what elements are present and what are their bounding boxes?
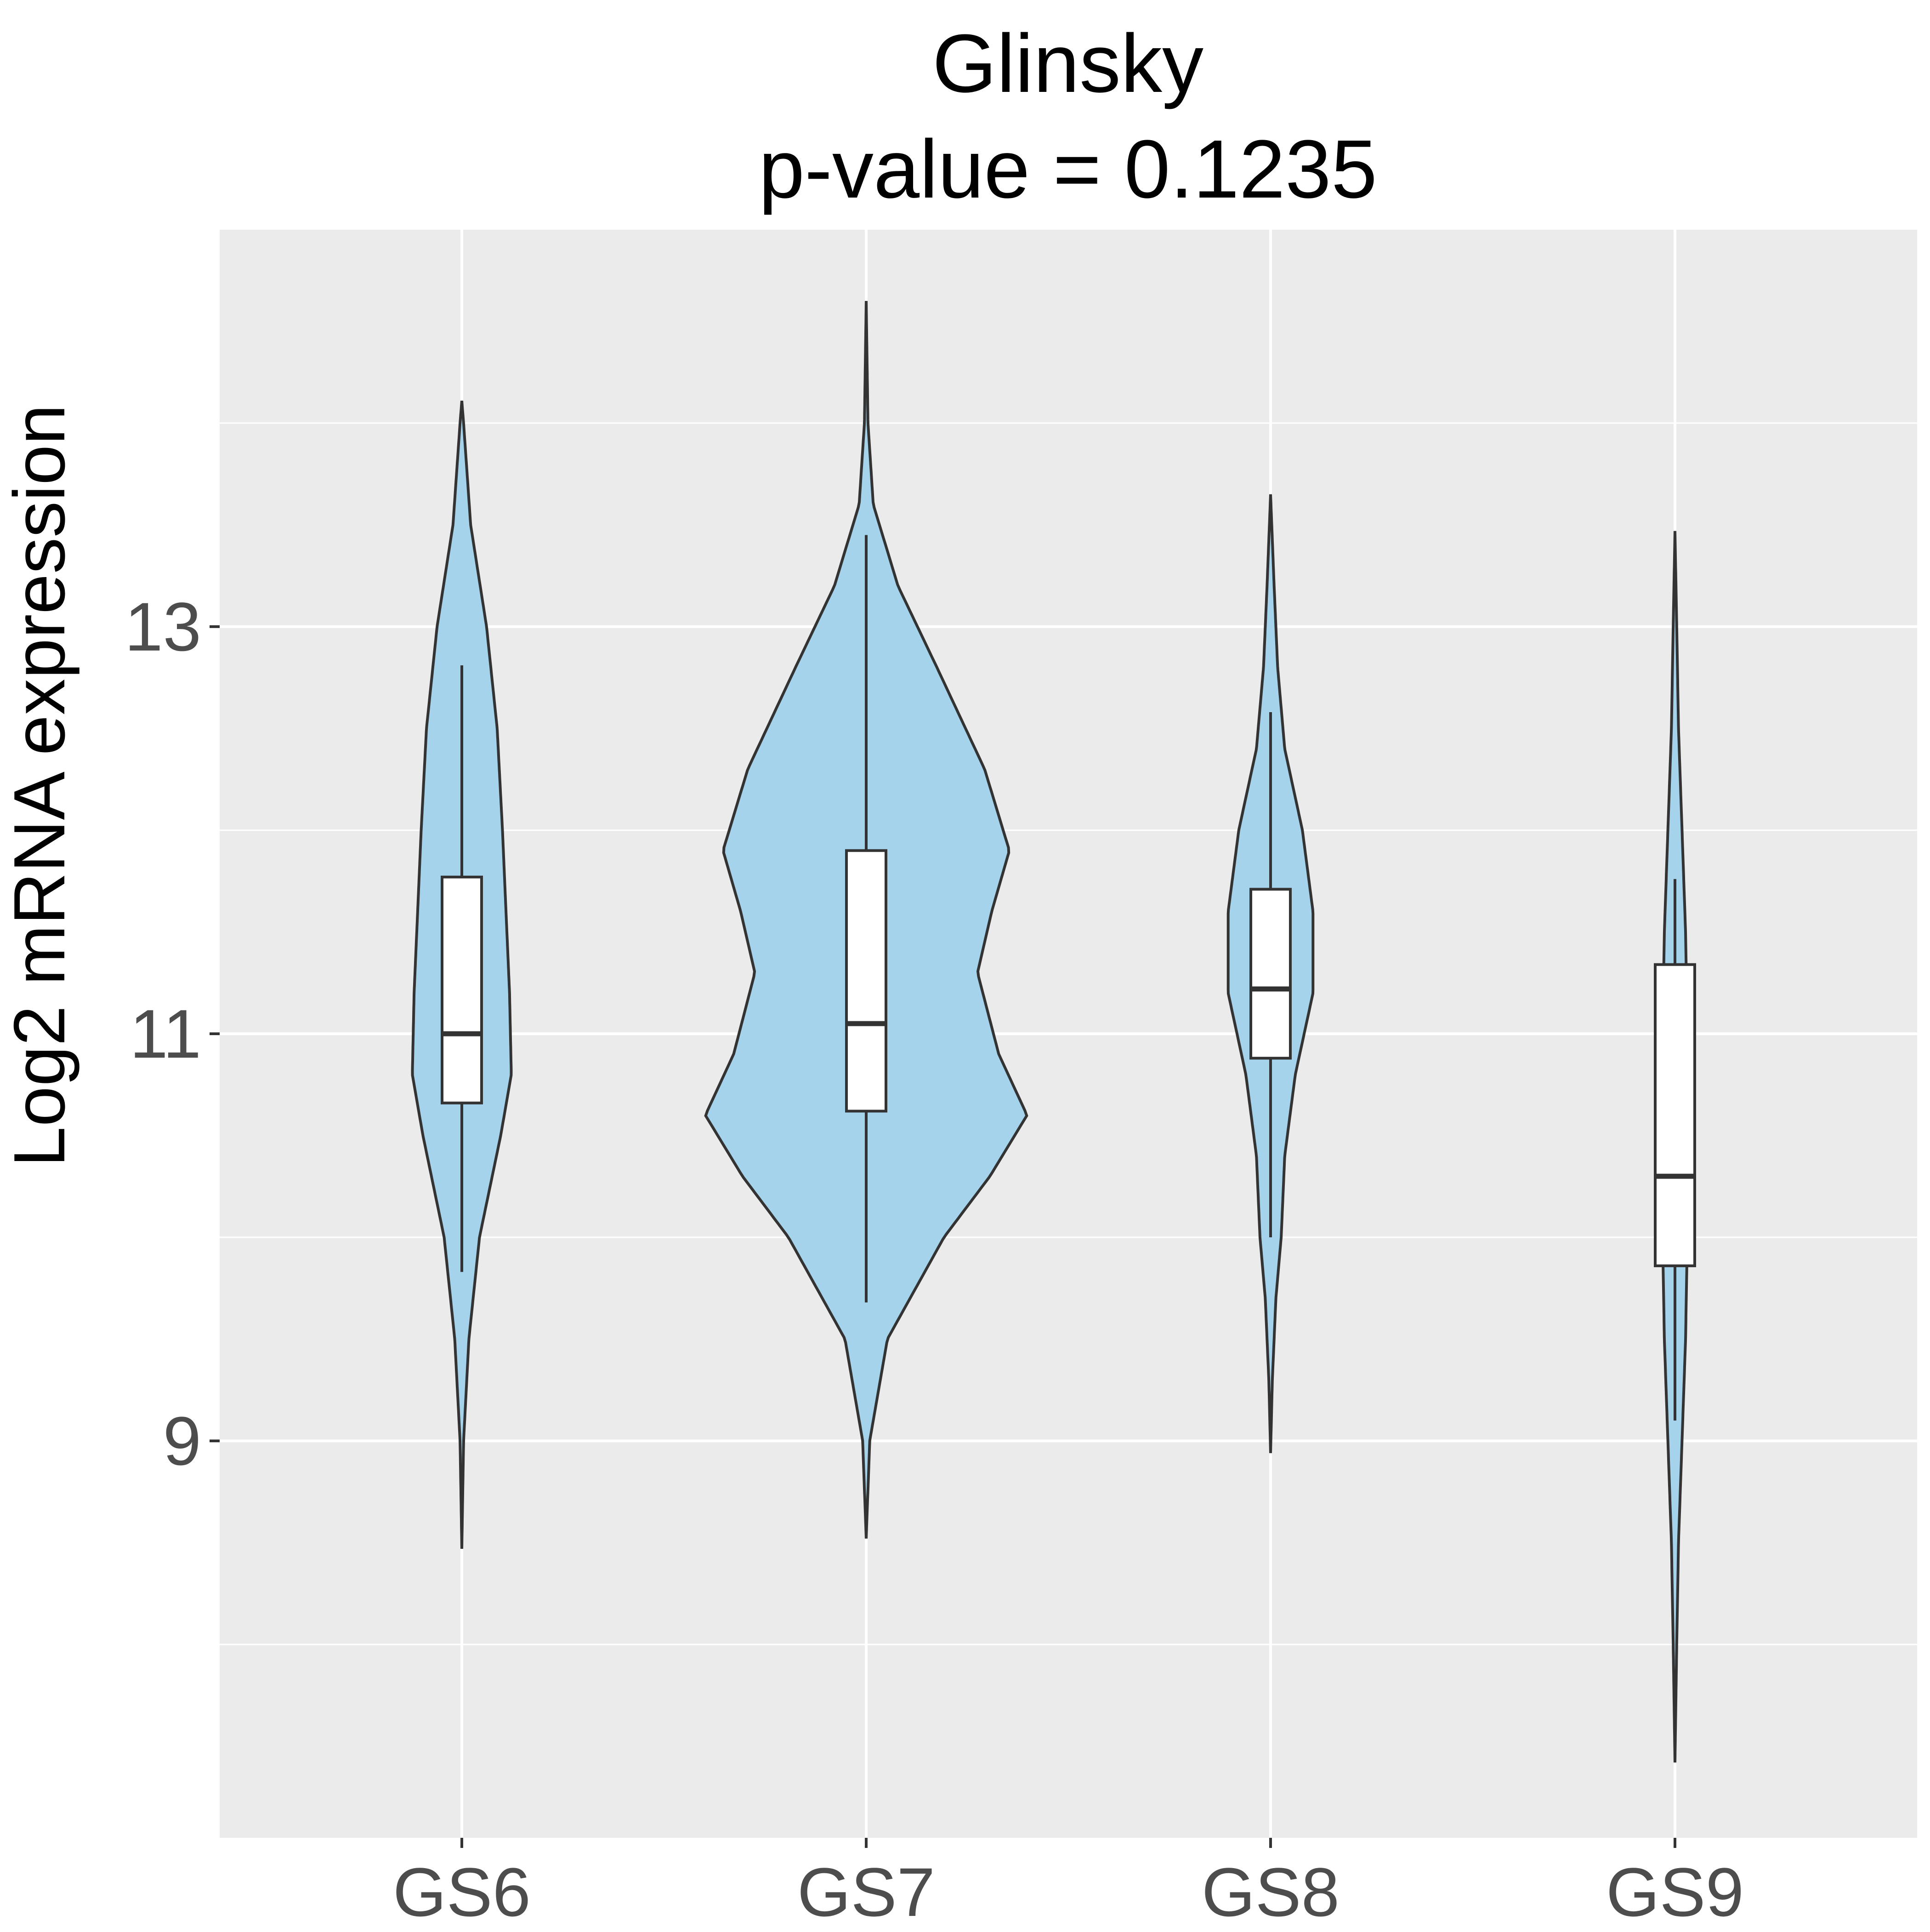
y-tick-label: 9	[163, 1402, 201, 1479]
chart-subtitle: p-value = 0.1235	[759, 123, 1377, 215]
box-GS8	[1249, 888, 1292, 1060]
y-axis-title: Log2 mRNA expression	[0, 404, 80, 1167]
box-GS9	[1654, 963, 1696, 1268]
box-GS7	[845, 849, 887, 1113]
x-tick-label: GS8	[1202, 1853, 1340, 1930]
y-tick-label: 13	[125, 588, 201, 665]
plot-panel: 9 11 13 GS6 GS7 GS8 GS9	[125, 230, 1917, 1931]
chart-title: Glinsky	[932, 17, 1203, 110]
y-tick-label: 11	[130, 995, 201, 1072]
x-tick-label: GS9	[1606, 1853, 1744, 1930]
x-tick-label: GS7	[797, 1853, 935, 1930]
box-GS6	[441, 875, 483, 1105]
x-tick-label: GS6	[393, 1853, 531, 1930]
